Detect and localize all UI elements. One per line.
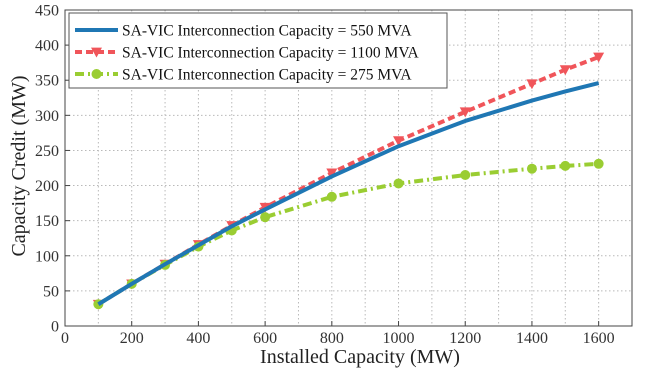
data-point-circle [260,212,271,223]
series-line [97,81,600,306]
series-line [97,55,600,306]
y-tick-label: 400 [35,38,59,55]
data-point-triangle [559,65,571,76]
data-point-triangle [326,168,338,179]
y-tick-label: 300 [35,108,59,125]
data-point-triangle [593,52,605,63]
data-point-triangle [393,136,405,147]
legend-entry-550: SA-VIC Interconnection Capacity = 550 MV… [75,23,412,40]
y-tick-label: 0 [51,319,59,336]
axis-ticks: 0 200 400 600 800 1000 1200 1400 1600 0 50 100 150 20… [35,3,615,348]
x-tick-label: 0 [61,330,69,347]
legend-label-1100: SA-VIC Interconnection Capacity = 1100 M… [122,45,420,62]
legend-box [68,12,448,89]
y-tick-label: 250 [35,143,59,160]
legend-entry-1100: SA-VIC Interconnection Capacity = 1100 M… [75,45,420,62]
legend-marker-triangle [91,47,102,58]
x-axis-title: Installed Capacity (MW) [260,346,460,368]
data-point-circle [326,191,337,202]
x-tick-label: 1600 [583,330,615,347]
legend: SA-VIC Interconnection Capacity = 550 MV… [68,12,448,89]
data-point-circle [526,163,537,174]
x-tick-label: 1000 [383,330,415,347]
x-tick-label: 1200 [449,330,481,347]
y-tick-label: 50 [43,283,59,300]
data-point-triangle [459,107,471,118]
data-point-circle [593,158,604,169]
y-axis-title: Capacity Credit (MW) [8,75,30,256]
x-tick-label: 800 [320,330,344,347]
series-lines [92,52,605,310]
y-tick-label: 350 [35,73,59,90]
series-0 [97,81,600,306]
y-tick-label: 450 [35,3,59,20]
x-tick-label: 1400 [516,330,548,347]
x-tick-label: 200 [120,330,144,347]
series-2 [93,158,604,310]
data-point-circle [460,170,471,181]
legend-entry-275: SA-VIC Interconnection Capacity = 275 MV… [75,67,412,84]
legend-marker-circle [91,69,102,79]
x-tick-label: 400 [186,330,210,347]
data-point-triangle [526,79,538,90]
y-tick-label: 150 [35,213,59,230]
plot-area-frame [64,9,633,327]
data-point-circle [560,160,571,171]
y-tick-label: 200 [35,178,59,195]
data-point-circle [393,178,404,189]
y-tick-label: 100 [35,248,59,265]
legend-label-550: SA-VIC Interconnection Capacity = 550 MV… [122,23,412,40]
series-1 [92,52,605,310]
series-line [97,161,599,306]
x-tick-label: 600 [253,330,277,347]
legend-label-275: SA-VIC Interconnection Capacity = 275 MV… [122,67,412,84]
